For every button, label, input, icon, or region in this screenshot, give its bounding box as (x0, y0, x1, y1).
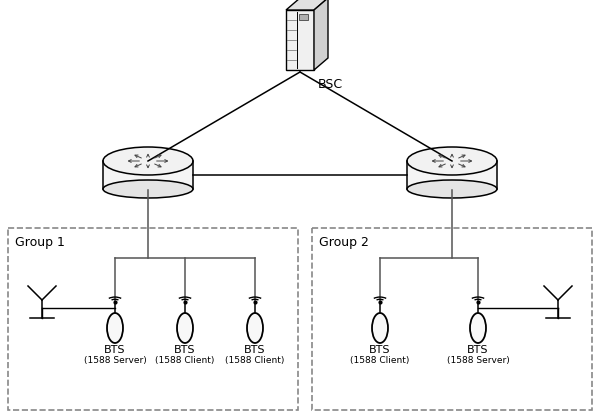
Ellipse shape (103, 180, 193, 198)
Ellipse shape (407, 180, 497, 198)
Text: (1588 Server): (1588 Server) (83, 356, 146, 365)
Bar (8, 228, 298, 410)
Bar (103, 161, 193, 189)
Bar (312, 228, 592, 410)
Bar (299, 14, 308, 20)
Text: Group 1: Group 1 (15, 235, 65, 249)
Polygon shape (314, 0, 328, 70)
Text: BTS: BTS (467, 345, 489, 355)
Text: BTS: BTS (244, 345, 266, 355)
Text: BTS: BTS (174, 345, 196, 355)
Text: BSC: BSC (318, 78, 343, 91)
Text: (1588 Client): (1588 Client) (155, 356, 215, 365)
Ellipse shape (177, 313, 193, 343)
Text: (1588 Client): (1588 Client) (226, 356, 284, 365)
Text: BTS: BTS (104, 345, 126, 355)
Text: Group 2: Group 2 (319, 235, 369, 249)
Polygon shape (286, 10, 314, 70)
Ellipse shape (372, 313, 388, 343)
Text: (1588 Server): (1588 Server) (446, 356, 509, 365)
Ellipse shape (103, 147, 193, 175)
Ellipse shape (470, 313, 486, 343)
Text: (1588 Client): (1588 Client) (350, 356, 410, 365)
Polygon shape (286, 0, 328, 10)
Text: BTS: BTS (369, 345, 391, 355)
Ellipse shape (407, 147, 497, 175)
Bar (407, 161, 497, 189)
Ellipse shape (107, 313, 123, 343)
Ellipse shape (247, 313, 263, 343)
